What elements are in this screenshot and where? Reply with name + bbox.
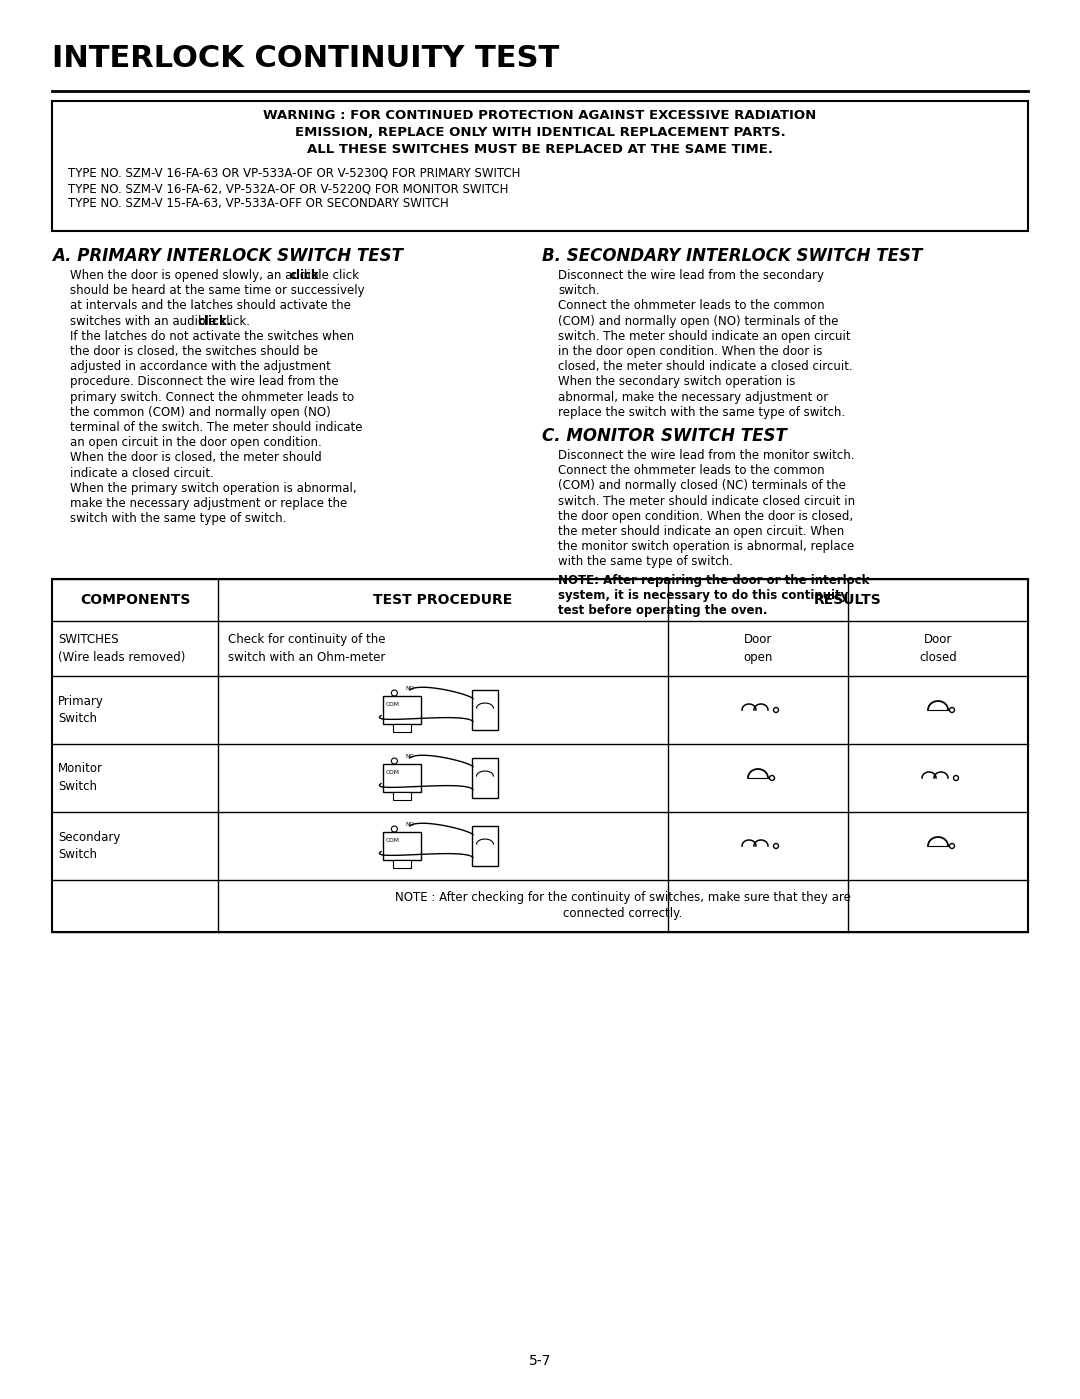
Text: switches with an audible click.: switches with an audible click. — [70, 315, 249, 327]
Text: (COM) and normally open (NO) terminals of the: (COM) and normally open (NO) terminals o… — [558, 315, 838, 327]
Text: switch. The meter should indicate an open circuit: switch. The meter should indicate an ope… — [558, 330, 851, 343]
Text: NC: NC — [405, 754, 414, 760]
Text: replace the switch with the same type of switch.: replace the switch with the same type of… — [558, 406, 846, 418]
FancyBboxPatch shape — [472, 825, 498, 866]
FancyBboxPatch shape — [383, 832, 421, 860]
Text: When the door is closed, the meter should: When the door is closed, the meter shoul… — [70, 452, 322, 464]
Text: Door
closed: Door closed — [919, 632, 957, 665]
Text: WARNING : FOR CONTINUED PROTECTION AGAINST EXCESSIVE RADIATION: WARNING : FOR CONTINUED PROTECTION AGAIN… — [264, 109, 816, 122]
Text: Monitor
Switch: Monitor Switch — [58, 762, 103, 793]
Text: indicate a closed circuit.: indicate a closed circuit. — [70, 467, 214, 480]
Text: NO: NO — [405, 686, 414, 691]
Text: switch. The meter should indicate closed circuit in: switch. The meter should indicate closed… — [558, 495, 855, 508]
FancyBboxPatch shape — [472, 690, 498, 730]
Text: the door is closed, the switches should be: the door is closed, the switches should … — [70, 346, 318, 358]
Text: procedure. Disconnect the wire lead from the: procedure. Disconnect the wire lead from… — [70, 375, 339, 389]
Text: 5-7: 5-7 — [529, 1354, 551, 1368]
Text: NOTE: After repairing the door or the interlock: NOTE: After repairing the door or the in… — [558, 574, 869, 586]
Text: with the same type of switch.: with the same type of switch. — [558, 555, 733, 568]
Text: Door
open: Door open — [743, 632, 772, 665]
Text: click.: click. — [198, 315, 232, 327]
Text: SWITCHES
(Wire leads removed): SWITCHES (Wire leads removed) — [58, 632, 186, 665]
Text: When the door is opened slowly, an audible click: When the door is opened slowly, an audib… — [70, 269, 359, 283]
Text: the monitor switch operation is abnormal, replace: the monitor switch operation is abnormal… — [558, 540, 854, 553]
Text: TEST PROCEDURE: TEST PROCEDURE — [374, 593, 513, 607]
FancyBboxPatch shape — [52, 579, 1028, 932]
Text: COMPONENTS: COMPONENTS — [80, 593, 190, 607]
Text: ALL THESE SWITCHES MUST BE REPLACED AT THE SAME TIME.: ALL THESE SWITCHES MUST BE REPLACED AT T… — [307, 143, 773, 157]
Text: primary switch. Connect the ohmmeter leads to: primary switch. Connect the ohmmeter lea… — [70, 390, 354, 403]
Text: TYPE NO. SZM-V 15-FA-63, VP-533A-OFF OR SECONDARY SWITCH: TYPE NO. SZM-V 15-FA-63, VP-533A-OFF OR … — [68, 197, 449, 210]
Text: the door open condition. When the door is closed,: the door open condition. When the door i… — [558, 509, 853, 523]
Text: an open circuit in the door open condition.: an open circuit in the door open conditi… — [70, 436, 322, 449]
Text: (COM) and normally closed (NC) terminals of the: (COM) and normally closed (NC) terminals… — [558, 480, 846, 492]
Text: Connect the ohmmeter leads to the common: Connect the ohmmeter leads to the common — [558, 299, 825, 312]
FancyBboxPatch shape — [472, 758, 498, 797]
Text: the meter should indicate an open circuit. When: the meter should indicate an open circui… — [558, 525, 845, 539]
Text: If the latches do not activate the switches when: If the latches do not activate the switc… — [70, 330, 354, 343]
Text: at intervals and the latches should activate the: at intervals and the latches should acti… — [70, 299, 351, 312]
Text: COM: COM — [386, 838, 400, 844]
Text: Primary
Switch: Primary Switch — [58, 694, 104, 726]
Text: the common (COM) and normally open (NO): the common (COM) and normally open (NO) — [70, 406, 330, 418]
Text: Connect the ohmmeter leads to the common: Connect the ohmmeter leads to the common — [558, 464, 825, 477]
Text: INTERLOCK CONTINUITY TEST: INTERLOCK CONTINUITY TEST — [52, 43, 559, 73]
Text: system, it is necessary to do this continuity: system, it is necessary to do this conti… — [558, 589, 848, 602]
Text: should be heard at the same time or successively: should be heard at the same time or succ… — [70, 284, 365, 297]
Text: COM: COM — [386, 771, 400, 775]
Text: click: click — [289, 269, 319, 283]
Text: NO: NO — [405, 823, 414, 827]
Text: When the secondary switch operation is: When the secondary switch operation is — [558, 375, 795, 389]
Text: adjusted in accordance with the adjustment: adjusted in accordance with the adjustme… — [70, 360, 330, 374]
Text: in the door open condition. When the door is: in the door open condition. When the doo… — [558, 346, 823, 358]
Text: B. SECONDARY INTERLOCK SWITCH TEST: B. SECONDARY INTERLOCK SWITCH TEST — [542, 248, 922, 264]
Text: C. MONITOR SWITCH TEST: C. MONITOR SWITCH TEST — [542, 427, 787, 445]
Text: RESULTS: RESULTS — [814, 593, 882, 607]
Text: When the primary switch operation is abnormal,: When the primary switch operation is abn… — [70, 481, 356, 495]
Text: closed, the meter should indicate a closed circuit.: closed, the meter should indicate a clos… — [558, 360, 853, 374]
Text: EMISSION, REPLACE ONLY WITH IDENTICAL REPLACEMENT PARTS.: EMISSION, REPLACE ONLY WITH IDENTICAL RE… — [295, 126, 785, 139]
Text: NOTE : After checking for the continuity of switches, make sure that they are: NOTE : After checking for the continuity… — [395, 891, 851, 905]
Text: Disconnect the wire lead from the secondary: Disconnect the wire lead from the second… — [558, 269, 824, 283]
Text: abnormal, make the necessary adjustment or: abnormal, make the necessary adjustment … — [558, 390, 828, 403]
Text: switch with the same type of switch.: switch with the same type of switch. — [70, 512, 286, 525]
FancyBboxPatch shape — [393, 792, 411, 800]
Text: connected correctly.: connected correctly. — [564, 908, 683, 921]
Text: COM: COM — [386, 702, 400, 708]
Text: make the necessary adjustment or replace the: make the necessary adjustment or replace… — [70, 497, 348, 511]
Text: test before operating the oven.: test before operating the oven. — [558, 604, 768, 617]
FancyBboxPatch shape — [393, 860, 411, 867]
Text: Check for continuity of the
switch with an Ohm-meter: Check for continuity of the switch with … — [228, 632, 386, 665]
Text: Disconnect the wire lead from the monitor switch.: Disconnect the wire lead from the monito… — [558, 449, 854, 462]
Text: TYPE NO. SZM-V 16-FA-62, VP-532A-OF OR V-5220Q FOR MONITOR SWITCH: TYPE NO. SZM-V 16-FA-62, VP-532A-OF OR V… — [68, 182, 509, 194]
FancyBboxPatch shape — [52, 101, 1028, 231]
Text: terminal of the switch. The meter should indicate: terminal of the switch. The meter should… — [70, 421, 363, 434]
FancyBboxPatch shape — [383, 695, 421, 725]
Text: A. PRIMARY INTERLOCK SWITCH TEST: A. PRIMARY INTERLOCK SWITCH TEST — [52, 248, 403, 264]
FancyBboxPatch shape — [393, 725, 411, 732]
Text: TYPE NO. SZM-V 16-FA-63 OR VP-533A-OF OR V-5230Q FOR PRIMARY SWITCH: TYPE NO. SZM-V 16-FA-63 OR VP-533A-OF OR… — [68, 166, 521, 180]
FancyBboxPatch shape — [383, 764, 421, 792]
Text: switch.: switch. — [558, 284, 599, 297]
Text: Secondary
Switch: Secondary Switch — [58, 831, 120, 862]
